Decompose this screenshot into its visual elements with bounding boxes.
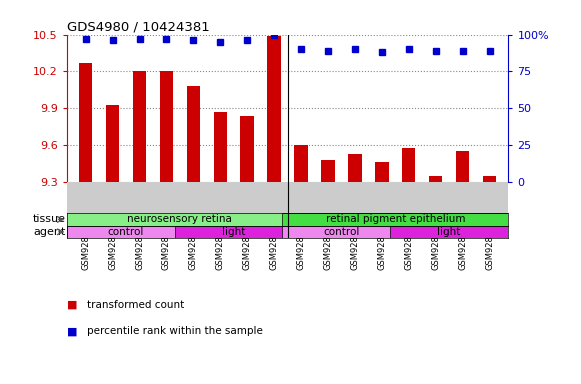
Bar [282, 226, 401, 238]
Bar [187, 86, 200, 182]
Text: GDS4980 / 10424381: GDS4980 / 10424381 [67, 20, 210, 33]
Bar [174, 226, 293, 238]
Text: light: light [222, 227, 245, 237]
Bar [133, 71, 146, 182]
Text: light: light [437, 227, 461, 237]
Bar [282, 213, 508, 226]
Text: agent: agent [33, 227, 66, 237]
Bar [79, 63, 92, 182]
Bar [241, 116, 254, 182]
Text: neurosensory retina: neurosensory retina [127, 214, 232, 224]
Bar [214, 112, 227, 182]
Bar [375, 162, 389, 182]
Text: control: control [323, 227, 360, 237]
Bar [321, 160, 335, 182]
Text: ■: ■ [67, 300, 77, 310]
Bar [106, 104, 119, 182]
Bar [402, 147, 415, 182]
Text: percentile rank within the sample: percentile rank within the sample [87, 326, 263, 336]
Text: tissue: tissue [33, 214, 66, 224]
Text: retinal pigment epithelium: retinal pigment epithelium [325, 214, 465, 224]
Bar [483, 176, 496, 182]
Text: transformed count: transformed count [87, 300, 184, 310]
Bar [348, 154, 361, 182]
Bar [429, 176, 442, 182]
Bar [267, 36, 281, 182]
Bar [160, 71, 173, 182]
Bar [67, 226, 185, 238]
Text: control: control [108, 227, 144, 237]
Text: ■: ■ [67, 326, 77, 336]
Bar [295, 145, 308, 182]
Bar [390, 226, 508, 238]
Bar [456, 151, 469, 182]
